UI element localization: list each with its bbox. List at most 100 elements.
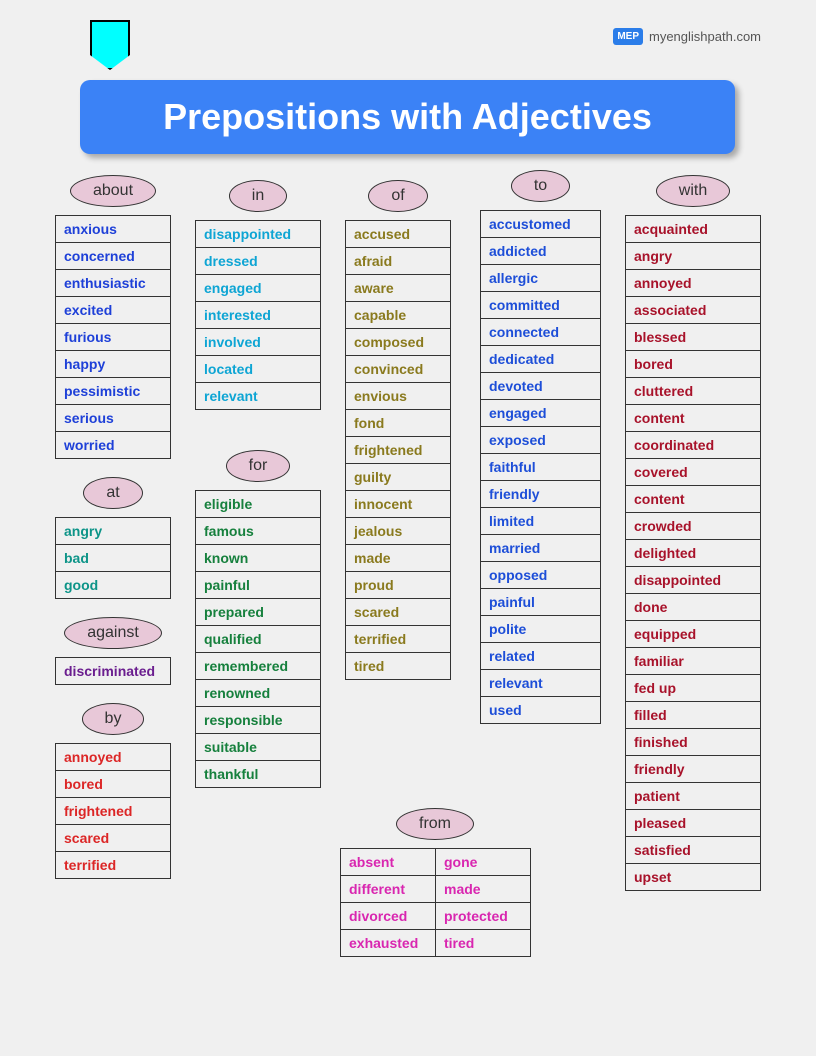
word-cell: thankful	[196, 761, 321, 788]
table-to: accustomedaddictedallergiccommittedconne…	[480, 210, 601, 724]
word-cell: renowned	[196, 680, 321, 707]
word-cell: patient	[626, 783, 761, 810]
word-cell: angry	[56, 518, 171, 545]
word-cell: fed up	[626, 675, 761, 702]
page-title: Prepositions with Adjectives	[80, 80, 735, 154]
word-cell: convinced	[346, 356, 451, 383]
table-from: absentgonedifferentmadedivorcedprotected…	[340, 848, 531, 957]
word-cell: gone	[436, 849, 531, 876]
word-cell: discriminated	[56, 658, 171, 685]
table-about: anxiousconcernedenthusiasticexcitedfurio…	[55, 215, 171, 459]
word-cell: qualified	[196, 626, 321, 653]
word-cell: upset	[626, 864, 761, 891]
word-cell: content	[626, 405, 761, 432]
column-2: indisappointeddressedengagedinterestedin…	[195, 180, 321, 806]
word-cell: related	[481, 643, 601, 670]
word-cell: married	[481, 535, 601, 562]
pill-in: in	[229, 180, 287, 212]
word-cell: aware	[346, 275, 451, 302]
word-cell: addicted	[481, 238, 601, 265]
word-cell: afraid	[346, 248, 451, 275]
word-cell: done	[626, 594, 761, 621]
word-cell: satisfied	[626, 837, 761, 864]
word-cell: terrified	[346, 626, 451, 653]
table-at: angrybadgood	[55, 517, 171, 599]
word-cell: remembered	[196, 653, 321, 680]
word-cell: faithful	[481, 454, 601, 481]
word-cell: cluttered	[626, 378, 761, 405]
word-cell: good	[56, 572, 171, 599]
pill-from: from	[396, 808, 474, 840]
word-cell: tired	[346, 653, 451, 680]
word-cell: annoyed	[626, 270, 761, 297]
pill-to: to	[511, 170, 570, 202]
word-cell: committed	[481, 292, 601, 319]
bookmark-icon	[90, 20, 130, 70]
word-cell: coordinated	[626, 432, 761, 459]
word-cell: fond	[346, 410, 451, 437]
word-cell: anxious	[56, 216, 171, 243]
word-cell: filled	[626, 702, 761, 729]
word-cell: delighted	[626, 540, 761, 567]
word-cell: associated	[626, 297, 761, 324]
word-cell: made	[436, 876, 531, 903]
word-cell: absent	[341, 849, 436, 876]
word-cell: concerned	[56, 243, 171, 270]
word-cell: tired	[436, 930, 531, 957]
word-cell: pessimistic	[56, 378, 171, 405]
word-cell: used	[481, 697, 601, 724]
word-cell: responsible	[196, 707, 321, 734]
word-cell: exposed	[481, 427, 601, 454]
table-against: discriminated	[55, 657, 171, 685]
watermark: MEP myenglishpath.com	[613, 28, 761, 45]
word-cell: terrified	[56, 852, 171, 879]
word-cell: frightened	[346, 437, 451, 464]
word-cell: suitable	[196, 734, 321, 761]
word-cell: dressed	[196, 248, 321, 275]
word-cell: pleased	[626, 810, 761, 837]
word-cell: capable	[346, 302, 451, 329]
word-cell: annoyed	[56, 744, 171, 771]
word-cell: engaged	[481, 400, 601, 427]
pill-at: at	[83, 477, 142, 509]
word-cell: happy	[56, 351, 171, 378]
word-cell: scared	[346, 599, 451, 626]
word-cell: envious	[346, 383, 451, 410]
word-cell: acquainted	[626, 216, 761, 243]
column-3: ofaccusedafraidawarecapablecomposedconvi…	[345, 180, 451, 698]
word-cell: disappointed	[196, 221, 321, 248]
word-cell: located	[196, 356, 321, 383]
word-cell: friendly	[626, 756, 761, 783]
section-about: aboutanxiousconcernedenthusiasticexcited…	[55, 175, 171, 459]
word-cell: prepared	[196, 599, 321, 626]
section-at: at angrybadgood	[55, 477, 171, 599]
word-cell: painful	[196, 572, 321, 599]
word-cell: bored	[626, 351, 761, 378]
table-by: annoyedboredfrightenedscaredterrified	[55, 743, 171, 879]
word-cell: famous	[196, 518, 321, 545]
section-to: to accustomedaddictedallergiccommittedcon…	[480, 170, 601, 724]
word-cell: relevant	[481, 670, 601, 697]
pill-against: against	[64, 617, 162, 649]
watermark-logo: MEP	[613, 28, 643, 45]
word-cell: innocent	[346, 491, 451, 518]
word-cell: accused	[346, 221, 451, 248]
section-in: indisappointeddressedengagedinterestedin…	[195, 180, 321, 410]
section-by: byannoyedboredfrightenedscaredterrified	[55, 703, 171, 879]
word-cell: limited	[481, 508, 601, 535]
word-cell: composed	[346, 329, 451, 356]
word-cell: worried	[56, 432, 171, 459]
word-cell: accustomed	[481, 211, 601, 238]
word-cell: scared	[56, 825, 171, 852]
word-cell: painful	[481, 589, 601, 616]
word-cell: jealous	[346, 518, 451, 545]
word-cell: guilty	[346, 464, 451, 491]
word-cell: interested	[196, 302, 321, 329]
word-cell: furious	[56, 324, 171, 351]
word-cell: friendly	[481, 481, 601, 508]
column-1: aboutanxiousconcernedenthusiasticexcited…	[55, 175, 171, 897]
table-for: eligiblefamousknownpainfulpreparedqualif…	[195, 490, 321, 788]
section-from: from absentgonedifferentmadedivorcedprote…	[340, 808, 531, 957]
table-with: acquaintedangryannoyedassociatedblessedb…	[625, 215, 761, 891]
word-cell: proud	[346, 572, 451, 599]
